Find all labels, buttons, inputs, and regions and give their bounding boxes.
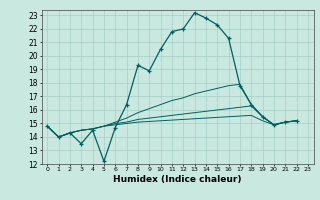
X-axis label: Humidex (Indice chaleur): Humidex (Indice chaleur) bbox=[113, 175, 242, 184]
